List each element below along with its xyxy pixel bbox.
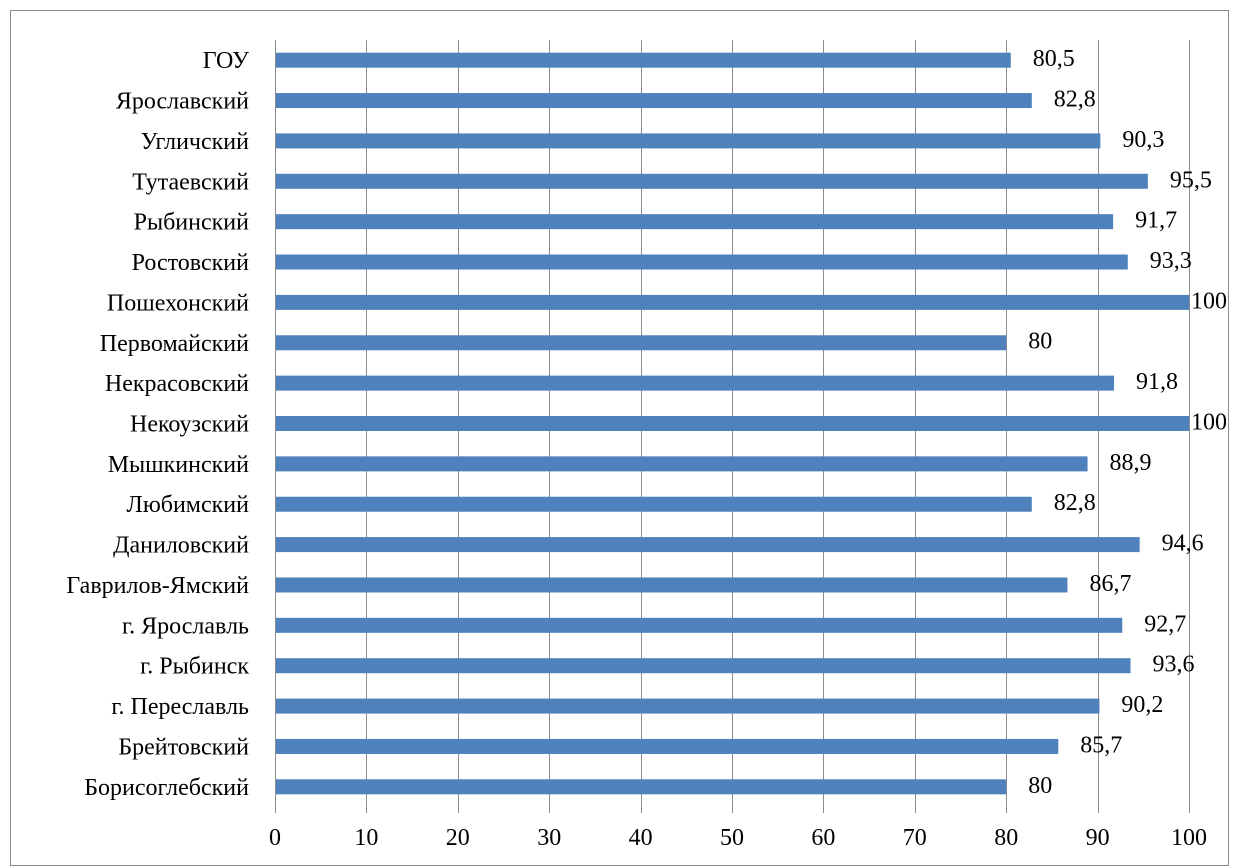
data-label-15: 93,6 (1153, 652, 1195, 678)
x-tick-label-100: 100 (1171, 825, 1207, 851)
x-tick-label-60: 60 (811, 825, 835, 851)
data-label-0: 80,5 (1033, 46, 1075, 72)
bar-1 (276, 93, 1032, 109)
category-label-8: Некрасовский (105, 371, 249, 397)
bar-5 (276, 254, 1128, 270)
category-label-15: г. Рыбинск (140, 654, 249, 680)
data-label-10: 88,9 (1110, 450, 1152, 476)
x-tick-label-90: 90 (1086, 825, 1110, 851)
category-label-4: Рыбинский (134, 210, 250, 236)
category-label-5: Ростовский (132, 250, 250, 276)
category-label-13: Гаврилов-Ямский (66, 573, 249, 599)
category-label-12: Даниловский (113, 533, 249, 559)
category-label-7: Первомайский (100, 331, 249, 357)
bar-13 (276, 577, 1068, 593)
x-tick-labels: 0 10 20 30 40 50 60 70 80 90 100 (269, 825, 1207, 851)
category-label-6: Пошехонский (107, 290, 249, 316)
data-label-6: 100 (1191, 288, 1227, 314)
x-tick-label-50: 50 (720, 825, 744, 851)
x-tick-label-30: 30 (537, 825, 561, 851)
data-label-14: 92,7 (1144, 611, 1186, 637)
category-labels: ГОУ Ярославский Угличский Тутаевский Рыбинск… (66, 48, 249, 801)
data-label-13: 86,7 (1089, 571, 1131, 597)
chart-frame (10, 10, 1229, 866)
x-tick-label-0: 0 (269, 825, 281, 851)
category-label-0: ГОУ (203, 48, 249, 74)
category-label-3: Тутаевский (132, 169, 249, 195)
category-label-18: Борисоглебский (84, 775, 249, 801)
x-tick-label-70: 70 (903, 825, 927, 851)
data-label-17: 85,7 (1080, 732, 1122, 758)
bar-15 (276, 658, 1131, 674)
bar-11 (276, 496, 1032, 512)
category-label-1: Ярославский (116, 89, 249, 115)
bar-10 (276, 456, 1088, 472)
bar-3 (276, 173, 1148, 189)
category-label-2: Угличский (141, 129, 250, 155)
bar-16 (276, 698, 1100, 714)
data-label-18: 80 (1028, 773, 1052, 799)
category-label-10: Мышкинский (108, 452, 249, 478)
category-label-9: Некоузский (130, 412, 249, 438)
data-labels: 80,5 82,8 90,395,5 91,7 93,3 100 80 91,8 100 88,9… (1028, 46, 1227, 799)
category-label-11: Любимский (127, 492, 250, 518)
bar-18 (276, 779, 1007, 795)
data-label-5: 93,3 (1150, 248, 1192, 274)
x-tick-label-10: 10 (354, 825, 378, 851)
bar-17 (276, 738, 1059, 754)
data-label-9: 100 (1191, 409, 1227, 435)
bar-9 (276, 416, 1189, 431)
bar-8 (276, 375, 1115, 391)
x-tick-label-80: 80 (994, 825, 1018, 851)
category-label-17: Брейтовский (118, 734, 249, 760)
bars (276, 52, 1189, 795)
bar-12 (276, 537, 1140, 553)
data-label-8: 91,8 (1136, 369, 1178, 395)
bar-4 (276, 214, 1114, 230)
data-label-12: 94,6 (1162, 531, 1204, 557)
category-label-14: г. Ярославль (122, 613, 249, 639)
bar-6 (276, 294, 1189, 310)
data-label-7: 80 (1028, 329, 1052, 355)
data-label-3: 95,5 (1170, 167, 1212, 193)
x-tick-label-20: 20 (446, 825, 470, 851)
data-label-2: 90,3 (1122, 127, 1164, 153)
data-label-11: 82,8 (1054, 490, 1096, 516)
data-label-4: 91,7 (1135, 208, 1177, 234)
bar-14 (276, 617, 1123, 633)
bar-2 (276, 133, 1101, 149)
bar-0 (276, 52, 1011, 68)
data-label-1: 82,8 (1054, 87, 1096, 113)
x-tick-label-40: 40 (629, 825, 653, 851)
data-label-16: 90,2 (1121, 692, 1163, 718)
bar-7 (276, 335, 1007, 351)
category-label-16: г. Переславль (111, 694, 249, 720)
